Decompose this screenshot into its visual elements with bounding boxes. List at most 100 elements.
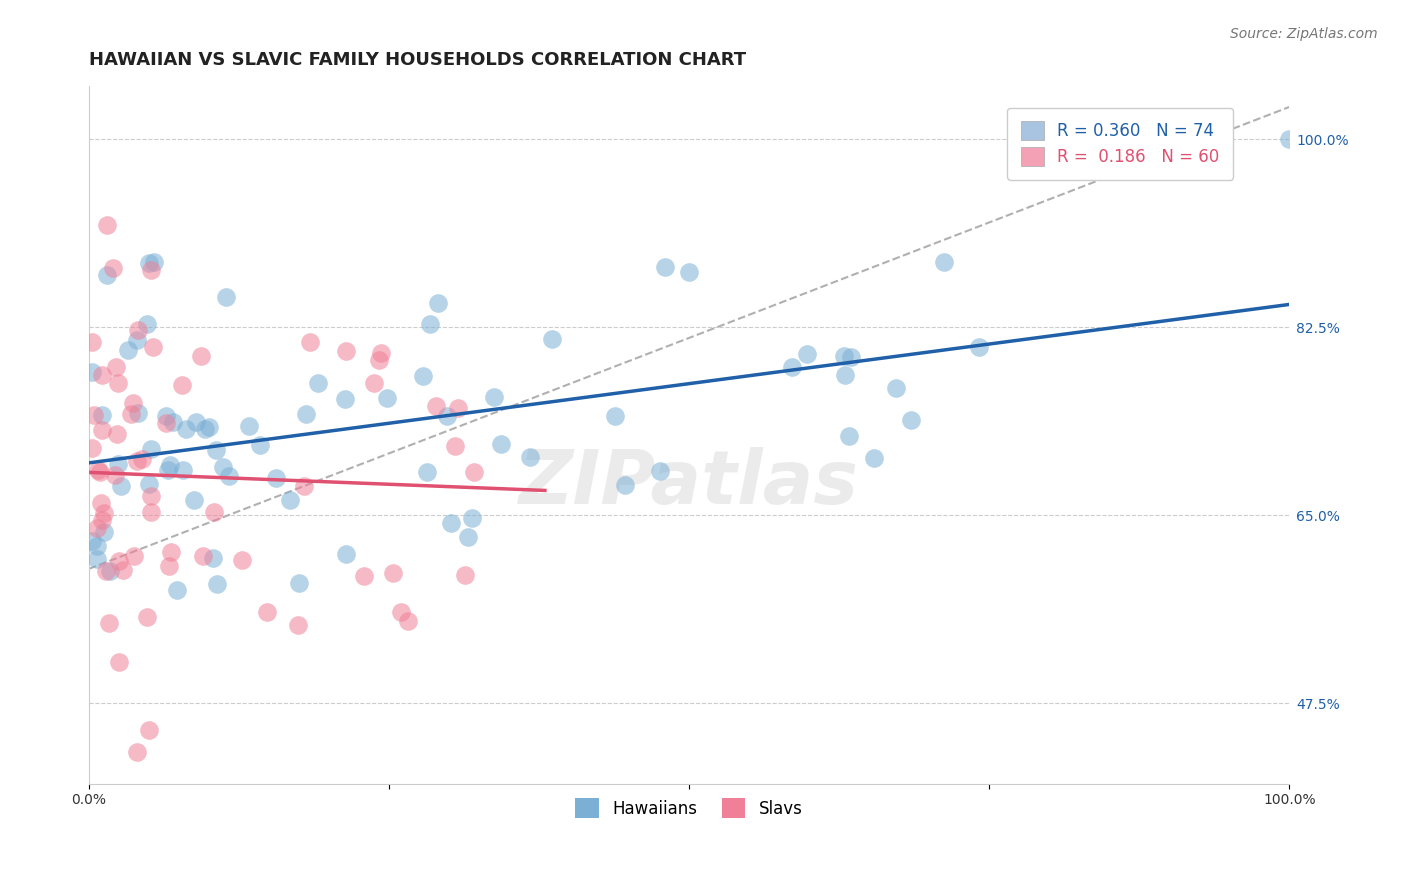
Point xyxy=(125,333,148,347)
Point xyxy=(443,439,465,453)
Point xyxy=(389,605,412,619)
Point xyxy=(138,256,160,270)
Point xyxy=(333,392,356,407)
Point xyxy=(287,575,309,590)
Point xyxy=(292,479,315,493)
Point xyxy=(91,423,114,437)
Point xyxy=(120,407,142,421)
Point xyxy=(170,378,193,392)
Point xyxy=(900,413,922,427)
Point xyxy=(415,465,437,479)
Text: Source: ZipAtlas.com: Source: ZipAtlas.com xyxy=(1230,27,1378,41)
Point xyxy=(191,549,214,564)
Point xyxy=(93,524,115,539)
Point xyxy=(143,255,166,269)
Point xyxy=(295,407,318,421)
Point xyxy=(396,614,419,628)
Point xyxy=(90,513,112,527)
Point xyxy=(101,261,124,276)
Point xyxy=(157,463,180,477)
Point xyxy=(122,549,145,563)
Point xyxy=(796,347,818,361)
Point xyxy=(162,415,184,429)
Point xyxy=(186,415,208,429)
Point xyxy=(299,334,322,349)
Point xyxy=(375,391,398,405)
Point xyxy=(125,744,148,758)
Point xyxy=(90,409,112,423)
Point xyxy=(117,343,139,358)
Point xyxy=(174,422,197,436)
Point xyxy=(82,534,104,549)
Point xyxy=(353,568,375,582)
Point xyxy=(256,605,278,619)
Point xyxy=(90,368,112,382)
Point xyxy=(172,463,194,477)
Point xyxy=(166,583,188,598)
Point xyxy=(135,317,157,331)
Point xyxy=(266,471,288,485)
Point xyxy=(89,465,111,479)
Point xyxy=(205,442,228,457)
Point xyxy=(127,323,149,337)
Point xyxy=(198,419,221,434)
Point xyxy=(440,516,463,530)
Point xyxy=(131,452,153,467)
Point xyxy=(139,505,162,519)
Point xyxy=(136,610,159,624)
Point xyxy=(90,496,112,510)
Point xyxy=(155,417,177,431)
Point xyxy=(104,468,127,483)
Point xyxy=(648,464,671,478)
Point xyxy=(839,350,862,364)
Point xyxy=(482,391,505,405)
Point xyxy=(381,566,404,581)
Point xyxy=(157,559,180,574)
Point xyxy=(97,615,120,630)
Point xyxy=(425,399,447,413)
Point xyxy=(335,547,357,561)
Point xyxy=(780,360,803,375)
Point xyxy=(436,409,458,424)
Point xyxy=(419,318,441,332)
Point xyxy=(138,476,160,491)
Point xyxy=(1278,132,1301,146)
Point xyxy=(201,551,224,566)
Point xyxy=(98,564,121,578)
Point xyxy=(127,406,149,420)
Point xyxy=(463,466,485,480)
Point xyxy=(194,422,217,436)
Point xyxy=(125,454,148,468)
Point xyxy=(93,506,115,520)
Point xyxy=(370,346,392,360)
Point xyxy=(540,332,562,346)
Point xyxy=(614,478,637,492)
Point xyxy=(139,442,162,456)
Point xyxy=(190,349,212,363)
Point xyxy=(205,577,228,591)
Point xyxy=(141,263,163,277)
Point xyxy=(489,437,512,451)
Point xyxy=(108,554,131,568)
Point xyxy=(863,450,886,465)
Point xyxy=(107,457,129,471)
Point xyxy=(832,350,855,364)
Point xyxy=(112,563,135,577)
Point xyxy=(96,268,118,282)
Point xyxy=(86,539,108,553)
Point xyxy=(307,376,329,390)
Point xyxy=(218,469,240,483)
Point xyxy=(105,426,128,441)
Point xyxy=(82,441,104,455)
Point xyxy=(654,260,676,275)
Point xyxy=(96,218,118,232)
Point xyxy=(412,368,434,383)
Point xyxy=(183,493,205,508)
Point xyxy=(884,381,907,395)
Point xyxy=(87,463,110,477)
Point xyxy=(155,409,177,423)
Point xyxy=(94,564,117,578)
Point xyxy=(107,376,129,390)
Point xyxy=(110,479,132,493)
Point xyxy=(363,376,385,391)
